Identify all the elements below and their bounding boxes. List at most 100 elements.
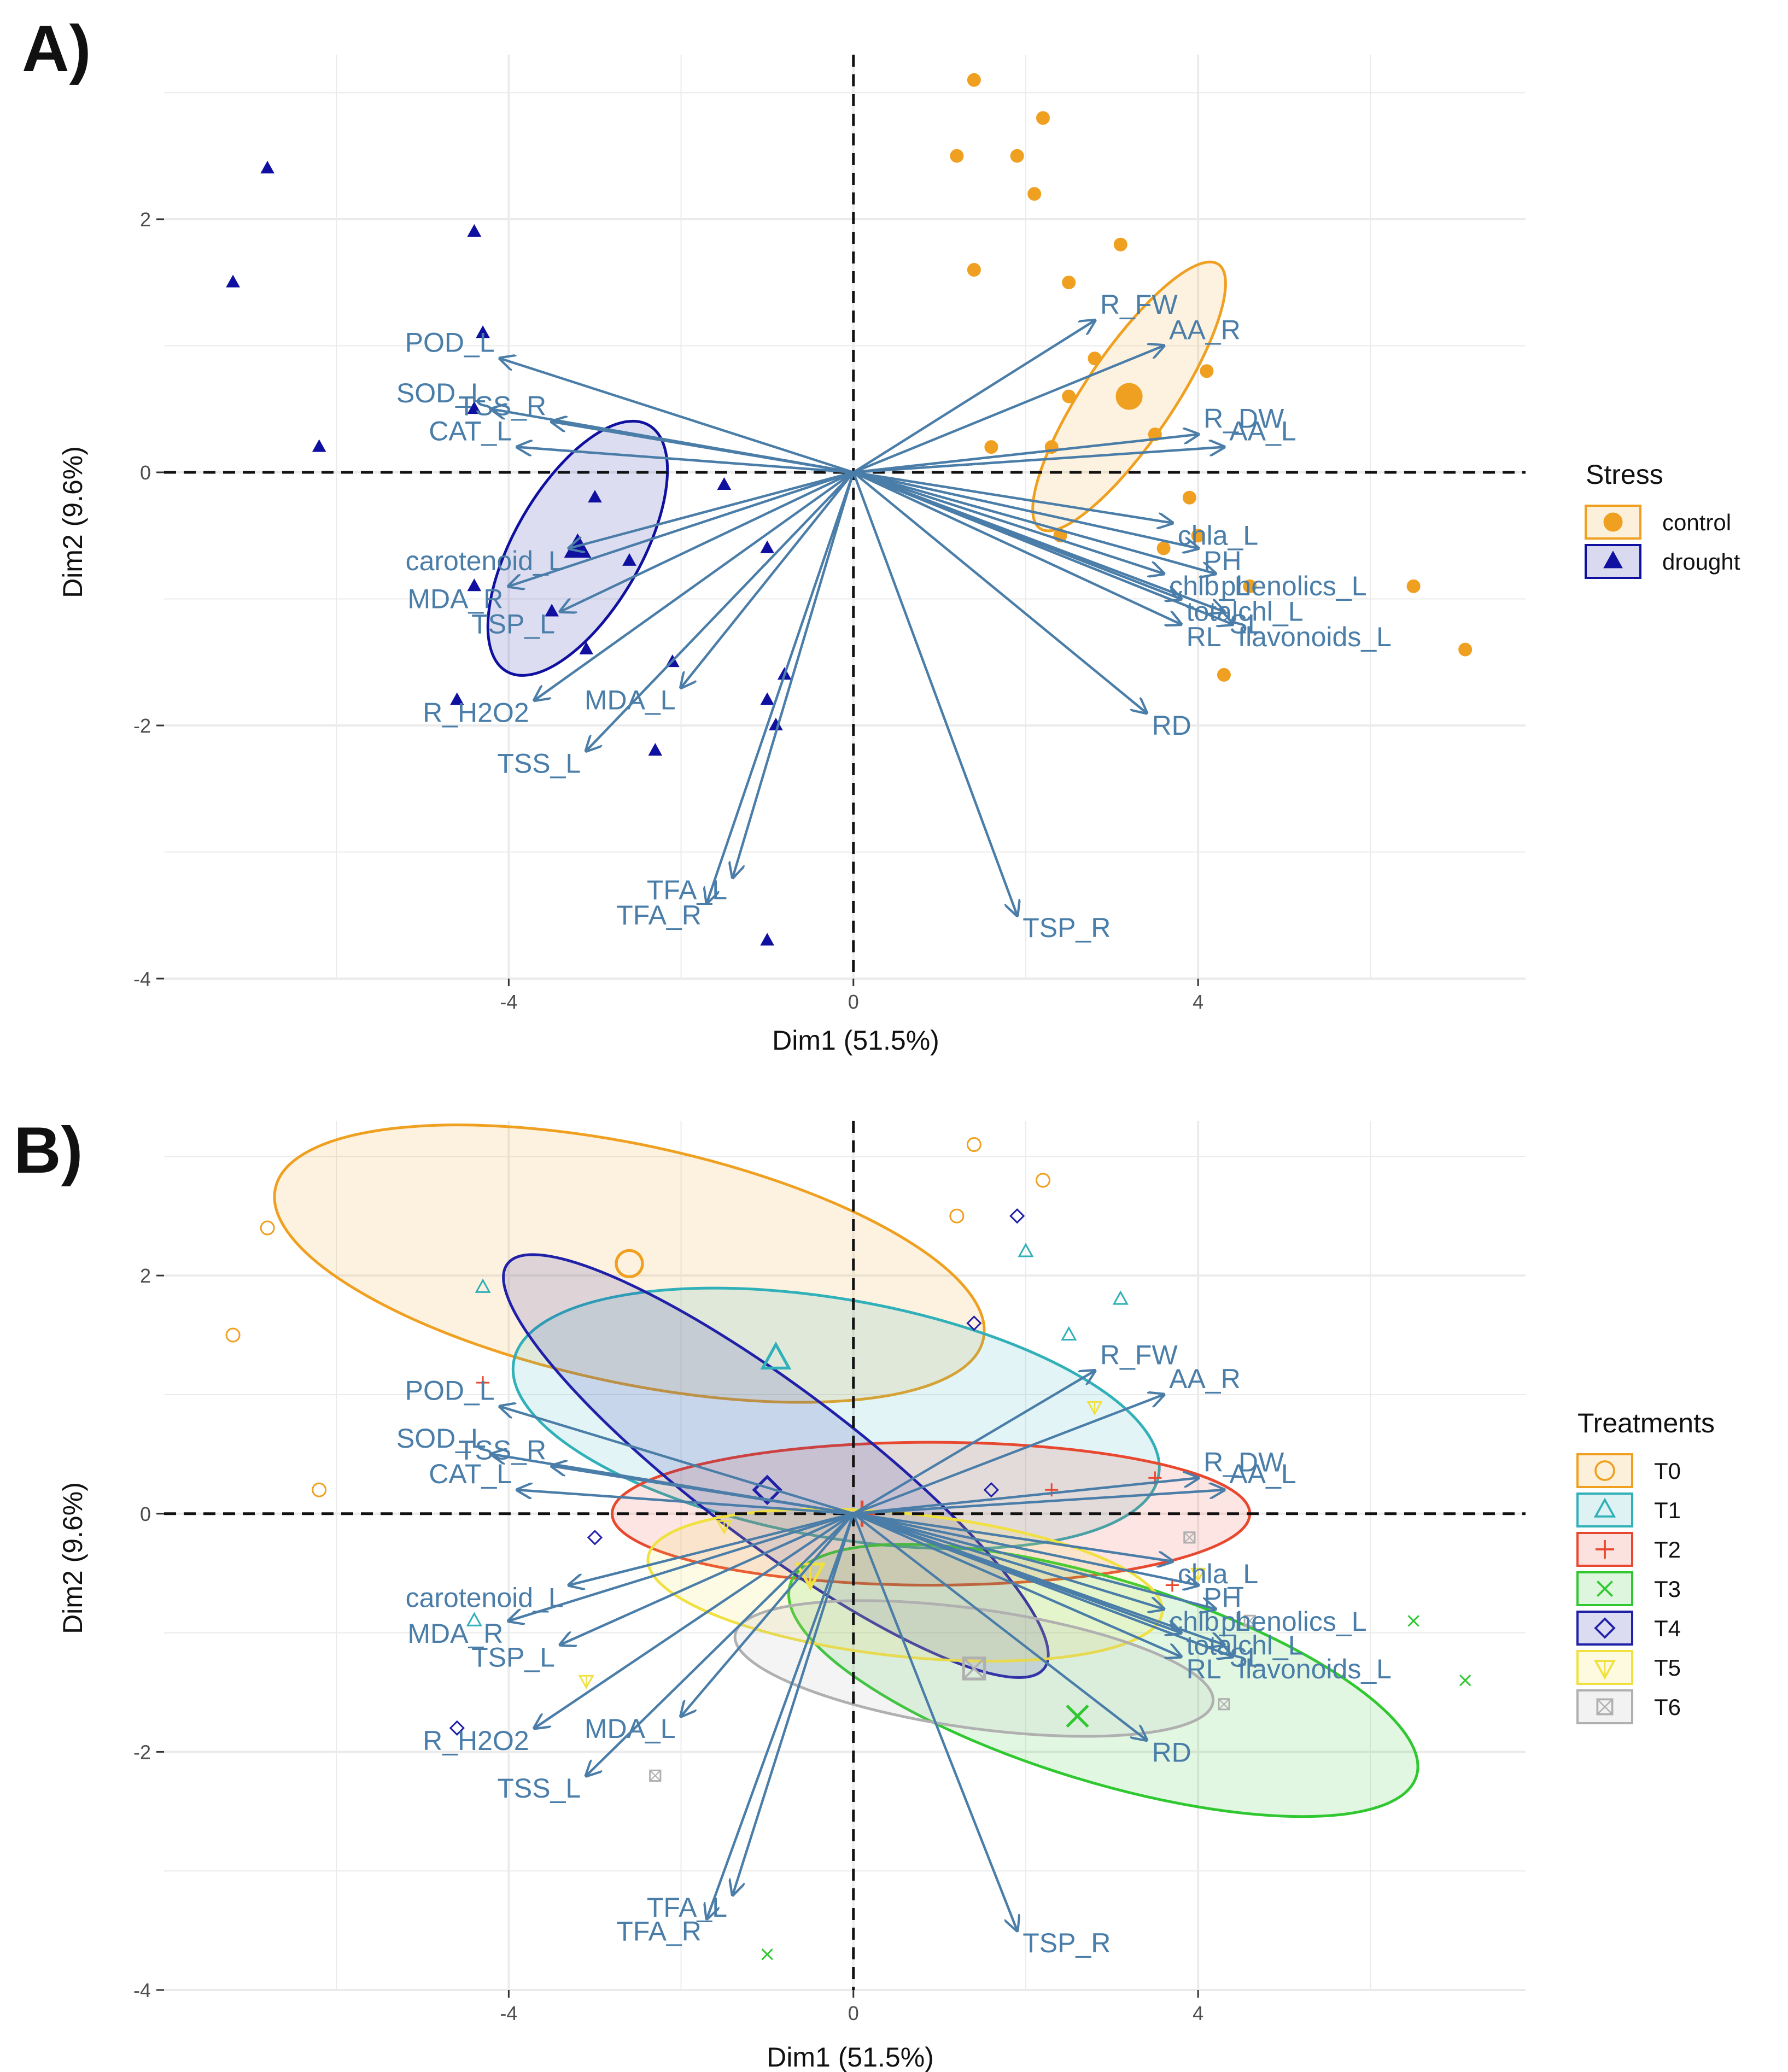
panel-label: B) <box>14 1114 83 1187</box>
variable-label-TFA_R: TFA_R <box>616 1916 702 1946</box>
point-drought <box>467 224 482 237</box>
legend-symbol-T1 <box>1593 1497 1616 1518</box>
point-drought <box>760 540 775 553</box>
x-tick-label: 0 <box>848 2002 859 2024</box>
legend-symbol-T5 <box>1593 1660 1616 1680</box>
arrow-RL <box>852 1512 1181 1657</box>
point-control <box>950 149 964 163</box>
arrow-R_H2O2 <box>535 1512 855 1728</box>
variable-label-TSS_L: TSS_L <box>497 748 581 779</box>
point-drought <box>476 325 490 338</box>
point-drought <box>312 439 326 452</box>
arrow-AA_L <box>853 447 1224 474</box>
arrow-R_FW <box>852 1371 1095 1515</box>
variable-label-SOD_L: SOD_L <box>396 378 486 408</box>
arrow-AA_L <box>853 1490 1224 1515</box>
arrow-MDA_R <box>509 1512 854 1621</box>
variable-label-RL: RL <box>1187 622 1222 652</box>
variable-label-AA_L: AA_L <box>1229 416 1296 447</box>
variable-vectors: POD_LSOD_LTSS_RCAT_Lcarotenoid_LMDA_RTSP… <box>396 289 1392 943</box>
point-T5 <box>578 1675 594 1689</box>
variable-label-TSS_R: TSS_R <box>458 1435 546 1466</box>
variable-vectors: POD_LSOD_LTSS_RCAT_Lcarotenoid_LMDA_RTSP… <box>396 1339 1392 1958</box>
point-drought <box>648 743 663 756</box>
ellipse-T0 <box>273 1123 986 1404</box>
arrow-POD_L <box>500 359 854 474</box>
arrow-RD <box>852 471 1147 713</box>
legend-item-T5: T5 <box>1576 1650 1681 1685</box>
y-tick-label: 0 <box>140 461 151 484</box>
arrow-CAT_L <box>517 447 854 474</box>
y-axis-title: Dim2 (9.6%) <box>57 1482 88 1634</box>
legend-key <box>1576 1611 1633 1646</box>
arrow-carotenoid_L <box>569 471 854 548</box>
point-control <box>967 263 981 277</box>
centroid-T1 <box>760 1341 792 1370</box>
legend-label: control <box>1662 510 1731 535</box>
legend-stress: Stress control drought <box>1585 459 1740 579</box>
arrow-TSS_L <box>586 1513 855 1776</box>
arrow-flavonoids_L <box>852 471 1232 624</box>
point-T6 <box>1243 1614 1256 1627</box>
x-tick-label: -4 <box>500 991 517 1013</box>
legend-key <box>1576 1571 1633 1606</box>
legend-key <box>1576 1492 1633 1527</box>
arrow-POD_L <box>500 1407 854 1515</box>
arrow-TSP_L <box>560 1512 854 1645</box>
panel-b-plot: POD_LSOD_LTSS_RCAT_Lcarotenoid_LMDA_RTSP… <box>133 1121 1526 2024</box>
point-T1 <box>466 1612 482 1626</box>
point-T6 <box>1218 1698 1230 1711</box>
point-control <box>1200 364 1214 378</box>
variable-label-AA_L: AA_L <box>1229 1459 1296 1489</box>
point-T3 <box>1407 1615 1419 1627</box>
variable-label-R_H2O2: R_H2O2 <box>423 1725 529 1756</box>
legend-item-T1: T1 <box>1576 1492 1681 1527</box>
y-tick-label: 2 <box>140 208 151 231</box>
point-T0 <box>225 1327 241 1343</box>
point-T0 <box>260 1220 275 1236</box>
arrow-phenolics_L <box>853 1512 1216 1609</box>
legend-symbol-T3 <box>1597 1581 1613 1597</box>
point-control <box>1027 187 1042 201</box>
arrow-carotenoid_L <box>569 1512 854 1585</box>
legend-item-T3: T3 <box>1576 1571 1681 1606</box>
variable-label-R_FW: R_FW <box>1100 1339 1178 1370</box>
y-tick-label: -2 <box>133 715 151 737</box>
legend-item-T4: T4 <box>1576 1611 1681 1646</box>
arrow-AA_R <box>852 346 1164 474</box>
variable-label-AA_R: AA_R <box>1169 1363 1241 1394</box>
x-tick-label: 4 <box>1193 2002 1203 2024</box>
point-drought <box>260 161 274 174</box>
arrow-R_DW <box>853 1478 1198 1515</box>
axes: -4 0 4 -4 -2 0 2 <box>133 208 1203 1013</box>
point-T0 <box>966 1137 981 1152</box>
point-T4 <box>587 1530 603 1546</box>
arrow-MDA_L <box>681 471 855 688</box>
legend-title: Treatments <box>1577 1408 1715 1438</box>
point-drought <box>467 401 482 414</box>
variable-label-carotenoid_L: carotenoid_L <box>406 546 564 576</box>
variable-label-TSP_L: TSP_L <box>471 609 555 640</box>
arrow-MDA_R <box>509 471 854 586</box>
arrow-SL <box>852 471 1224 612</box>
point-drought <box>467 578 482 592</box>
variable-label-MDA_L: MDA_L <box>585 685 676 716</box>
legend-symbol-T6 <box>1596 1698 1614 1716</box>
legend-item-control: control <box>1585 505 1731 540</box>
variable-label-phenolics_L: phenolics_L <box>1221 1606 1367 1637</box>
variable-label-R_H2O2: R_H2O2 <box>423 698 529 728</box>
legend-item-T2: T2 <box>1576 1532 1681 1567</box>
variable-label-TSS_L: TSS_L <box>497 1773 581 1804</box>
arrow-TSP_R <box>852 1513 1017 1930</box>
point-T4 <box>449 1720 465 1736</box>
point-control <box>1217 668 1231 682</box>
legend-treatments: Treatments T0 T1 T2 T3 T4 T5 T6 <box>1576 1408 1715 1724</box>
arrow-chlb_L <box>853 471 1164 573</box>
legend-symbol-control <box>1603 512 1623 532</box>
point-T3 <box>1459 1675 1471 1687</box>
ellipse-T4 <box>502 1253 1050 1679</box>
point-control <box>1458 642 1473 657</box>
